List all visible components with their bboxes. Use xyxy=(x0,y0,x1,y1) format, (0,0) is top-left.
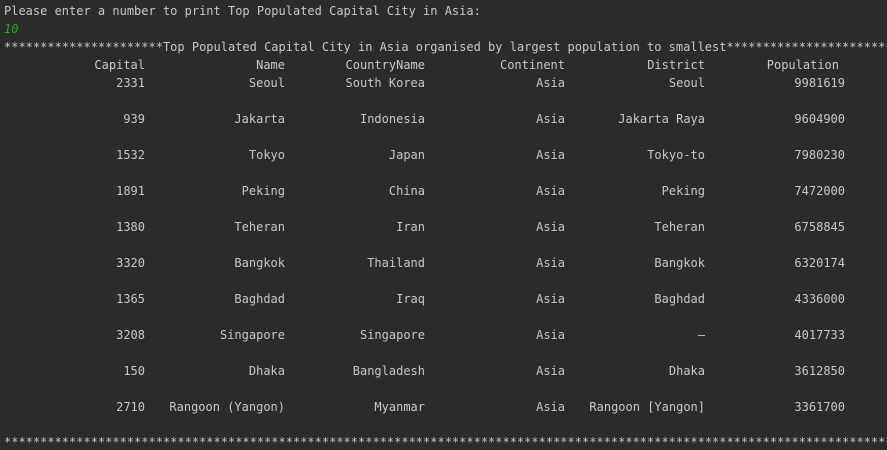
cell-population: 3361700 xyxy=(794,400,845,414)
table-row: 2710 Rangoon (Yangon) Myanmar Asia Rangoon [… xyxy=(0,400,887,414)
cell-name: Dhaka xyxy=(248,364,285,378)
cell-district: Peking xyxy=(661,184,705,198)
cell-country-name: Iran xyxy=(396,220,425,234)
cell-country-name: Myanmar xyxy=(374,400,425,414)
header-district: District xyxy=(647,58,705,72)
cell-population: 7980230 xyxy=(794,148,845,162)
cell-name: Peking xyxy=(241,184,285,198)
cell-country-name: Thailand xyxy=(367,256,425,270)
header-population: Population xyxy=(766,58,839,72)
cell-population: 3612850 xyxy=(794,364,845,378)
table-row: 1891 Peking China Asia Peking 7472000 xyxy=(0,184,887,198)
footer-line: ****************************************… xyxy=(4,435,887,449)
cell-country-name: South Korea xyxy=(345,76,425,90)
table-row: 939 Jakarta Indonesia Asia Jakarta Raya 96049… xyxy=(0,112,887,126)
cell-population: 6758845 xyxy=(794,220,845,234)
table-row: 3320 Bangkok Thailand Asia Bangkok 6320174 xyxy=(0,256,887,270)
cell-capital: 2710 xyxy=(116,400,145,414)
banner-line: **********************Top Populated Capi… xyxy=(4,40,887,54)
header-country-name: CountryName xyxy=(345,58,425,72)
cell-name: Baghdad xyxy=(234,292,285,306)
table-row: 3208 Singapore Singapore Asia – 4017733 xyxy=(0,328,887,342)
cell-name: Rangoon (Yangon) xyxy=(169,400,285,414)
cell-population: 4017733 xyxy=(794,328,845,342)
cell-capital: 1891 xyxy=(116,184,145,198)
cell-district: Rangoon [Yangon] xyxy=(589,400,705,414)
cell-district: Tokyo-to xyxy=(647,148,705,162)
cell-continent: Asia xyxy=(536,364,565,378)
header-capital: Capital xyxy=(94,58,145,72)
cell-capital: 1365 xyxy=(116,292,145,306)
cell-capital: 150 xyxy=(123,364,145,378)
cell-capital: 939 xyxy=(123,112,145,126)
cell-capital: 3208 xyxy=(116,328,145,342)
cell-continent: Asia xyxy=(536,112,565,126)
cell-country-name: Iraq xyxy=(396,292,425,306)
cell-country-name: Bangladesh xyxy=(352,364,425,378)
cell-name: Tokyo xyxy=(248,148,285,162)
cell-capital: 2331 xyxy=(116,76,145,90)
table-header: Capital Name CountryName Continent Distr… xyxy=(0,58,887,72)
cell-continent: Asia xyxy=(536,400,565,414)
cell-district: Jakarta Raya xyxy=(618,112,705,126)
cell-district: Dhaka xyxy=(668,364,705,378)
cell-capital: 1532 xyxy=(116,148,145,162)
cell-capital: 3320 xyxy=(116,256,145,270)
cell-name: Seoul xyxy=(248,76,285,90)
cell-population: 4336000 xyxy=(794,292,845,306)
cell-continent: Asia xyxy=(536,292,565,306)
cell-district: Baghdad xyxy=(654,292,705,306)
cell-continent: Asia xyxy=(536,256,565,270)
prompt-text: Please enter a number to print Top Popul… xyxy=(4,4,481,18)
cell-population: 6320174 xyxy=(794,256,845,270)
table-row: 150 Dhaka Bangladesh Asia Dhaka 3612850 xyxy=(0,364,887,378)
table-row: 1532 Tokyo Japan Asia Tokyo-to 7980230 xyxy=(0,148,887,162)
table-row: 1365 Baghdad Iraq Asia Baghdad 4336000 xyxy=(0,292,887,306)
cell-capital: 1380 xyxy=(116,220,145,234)
cell-name: Jakarta xyxy=(234,112,285,126)
cell-population: 9604900 xyxy=(794,112,845,126)
cell-continent: Asia xyxy=(536,184,565,198)
cell-district: – xyxy=(697,328,705,342)
cell-continent: Asia xyxy=(536,148,565,162)
cell-name: Teheran xyxy=(234,220,285,234)
cell-district: Teheran xyxy=(654,220,705,234)
cell-continent: Asia xyxy=(536,328,565,342)
cell-name: Singapore xyxy=(219,328,285,342)
cell-continent: Asia xyxy=(536,76,565,90)
cell-continent: Asia xyxy=(536,220,565,234)
table-row: 1380 Teheran Iran Asia Teheran 6758845 xyxy=(0,220,887,234)
cell-district: Seoul xyxy=(668,76,705,90)
cell-population: 7472000 xyxy=(794,184,845,198)
cell-name: Bangkok xyxy=(234,256,285,270)
cell-country-name: Singapore xyxy=(359,328,425,342)
cell-population: 9981619 xyxy=(794,76,845,90)
user-input[interactable]: 10 xyxy=(4,22,19,36)
header-name: Name xyxy=(256,58,285,72)
cell-country-name: Japan xyxy=(388,148,425,162)
cell-country-name: Indonesia xyxy=(359,112,425,126)
table-row: 2331 Seoul South Korea Asia Seoul 9981619 xyxy=(0,76,887,90)
header-continent: Continent xyxy=(499,58,565,72)
cell-district: Bangkok xyxy=(654,256,705,270)
cell-country-name: China xyxy=(388,184,425,198)
